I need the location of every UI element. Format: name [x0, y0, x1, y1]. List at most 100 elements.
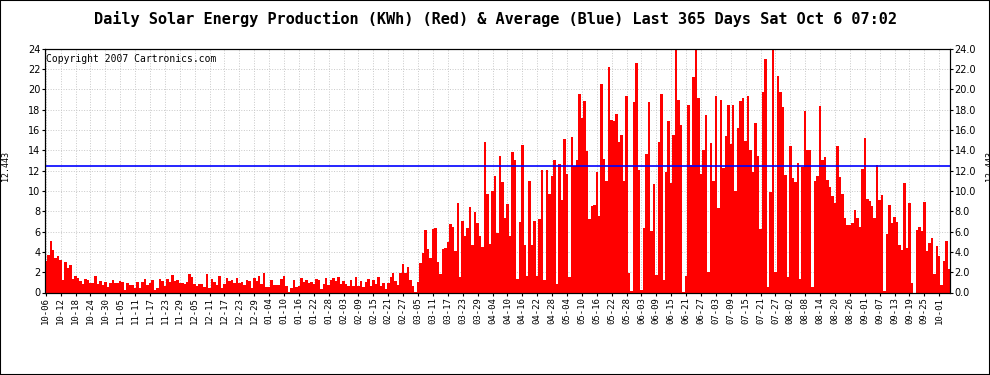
Bar: [933, 274, 936, 292]
Bar: [144, 279, 147, 292]
Bar: [945, 241, 947, 292]
Bar: [464, 237, 466, 292]
Bar: [926, 251, 928, 292]
Bar: [52, 250, 54, 292]
Bar: [298, 286, 300, 292]
Bar: [740, 101, 742, 292]
Bar: [645, 154, 647, 292]
Bar: [59, 260, 62, 292]
Bar: [695, 49, 697, 292]
Bar: [50, 241, 52, 292]
Bar: [848, 225, 851, 292]
Bar: [295, 287, 298, 292]
Bar: [652, 184, 655, 292]
Bar: [320, 289, 323, 292]
Bar: [420, 263, 422, 292]
Bar: [293, 280, 295, 292]
Bar: [638, 170, 641, 292]
Bar: [161, 281, 163, 292]
Bar: [873, 219, 876, 292]
Bar: [814, 182, 817, 292]
Bar: [153, 290, 156, 292]
Bar: [797, 164, 799, 292]
Bar: [842, 195, 843, 292]
Bar: [109, 283, 112, 292]
Bar: [323, 284, 325, 292]
Bar: [64, 262, 67, 292]
Bar: [888, 205, 891, 292]
Bar: [916, 230, 918, 292]
Bar: [618, 142, 621, 292]
Bar: [548, 194, 550, 292]
Bar: [265, 287, 268, 292]
Bar: [122, 282, 124, 292]
Bar: [730, 144, 732, 292]
Bar: [84, 279, 87, 292]
Bar: [777, 76, 779, 292]
Bar: [918, 226, 921, 292]
Bar: [898, 245, 901, 292]
Bar: [278, 285, 280, 292]
Bar: [660, 94, 662, 292]
Bar: [536, 276, 539, 292]
Bar: [422, 254, 425, 292]
Bar: [335, 280, 338, 292]
Bar: [280, 279, 283, 292]
Bar: [819, 106, 822, 292]
Bar: [868, 201, 871, 292]
Bar: [903, 183, 906, 292]
Bar: [333, 278, 335, 292]
Bar: [558, 164, 560, 292]
Bar: [834, 203, 837, 292]
Bar: [947, 269, 950, 292]
Bar: [570, 137, 573, 292]
Bar: [99, 280, 102, 292]
Text: 12.443: 12.443: [1, 151, 10, 181]
Bar: [931, 238, 933, 292]
Bar: [665, 172, 667, 292]
Bar: [737, 128, 740, 292]
Bar: [148, 283, 151, 292]
Bar: [541, 170, 544, 292]
Bar: [412, 286, 415, 292]
Bar: [394, 281, 397, 292]
Bar: [241, 282, 244, 292]
Bar: [456, 203, 459, 292]
Bar: [655, 274, 657, 292]
Bar: [940, 285, 942, 292]
Bar: [827, 180, 829, 292]
Bar: [48, 255, 50, 292]
Bar: [270, 280, 273, 292]
Bar: [534, 221, 536, 292]
Bar: [305, 280, 308, 292]
Bar: [911, 283, 913, 292]
Bar: [328, 285, 330, 292]
Bar: [402, 264, 404, 292]
Bar: [807, 150, 809, 292]
Bar: [318, 280, 320, 292]
Bar: [338, 277, 340, 292]
Bar: [290, 288, 293, 292]
Bar: [132, 285, 134, 292]
Bar: [359, 282, 362, 292]
Bar: [588, 219, 591, 292]
Bar: [650, 231, 652, 292]
Bar: [104, 282, 107, 292]
Bar: [822, 160, 824, 292]
Bar: [812, 286, 814, 292]
Bar: [166, 279, 168, 292]
Bar: [641, 290, 643, 292]
Bar: [725, 136, 727, 292]
Bar: [598, 216, 601, 292]
Bar: [858, 227, 861, 292]
Bar: [435, 228, 437, 292]
Bar: [127, 283, 129, 292]
Bar: [774, 272, 777, 292]
Bar: [680, 125, 682, 292]
Text: Copyright 2007 Cartronics.com: Copyright 2007 Cartronics.com: [47, 54, 217, 64]
Bar: [234, 283, 236, 292]
Bar: [117, 283, 119, 292]
Bar: [445, 248, 446, 292]
Bar: [491, 190, 494, 292]
Bar: [722, 168, 725, 292]
